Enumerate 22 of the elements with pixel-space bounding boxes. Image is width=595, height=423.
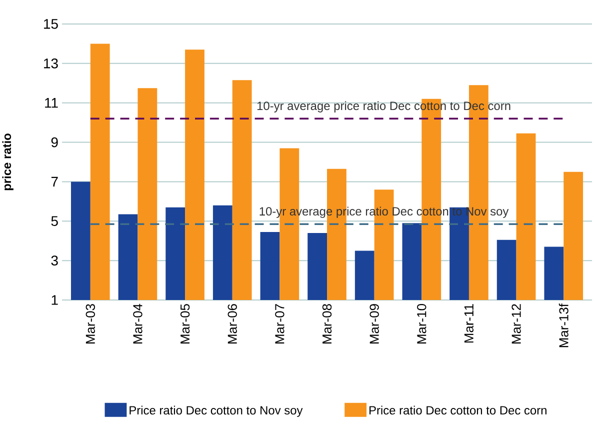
- y-tick-label: 9: [51, 137, 58, 148]
- y-tick-label: 15: [44, 19, 58, 29]
- y-tick-label: 5: [51, 216, 58, 226]
- x-tick-label: Mar-10: [417, 304, 426, 344]
- x-tick-label: Mar-06: [228, 304, 237, 344]
- x-tick-label: Mar-07: [275, 304, 284, 344]
- y-tick-label: 11: [45, 98, 58, 108]
- y-tick-label: 1: [52, 295, 58, 305]
- x-tick-label: Mar-05: [180, 304, 190, 344]
- y-tick-label: 7: [51, 176, 58, 187]
- x-tick-label: Mar-04: [133, 304, 142, 344]
- x-tick-label: Mar-12: [512, 304, 521, 344]
- x-tick-label: Mar-13f: [558, 304, 568, 348]
- y-tick-label: 13: [44, 58, 58, 68]
- x-tick-label: Mar-08: [322, 304, 332, 344]
- x-tick-label: Mar-11: [464, 304, 474, 343]
- y-tick-label: 3: [51, 256, 58, 266]
- legend-label: Price ratio Dec cotton to Nov soy: [130, 406, 303, 417]
- x-tick-label: Mar-03: [86, 304, 95, 344]
- legend-label: Price ratio Dec cotton to Dec corn: [369, 406, 546, 415]
- y-axis-title: price ratio: [2, 134, 14, 190]
- x-tick-label: Mar-09: [370, 304, 379, 344]
